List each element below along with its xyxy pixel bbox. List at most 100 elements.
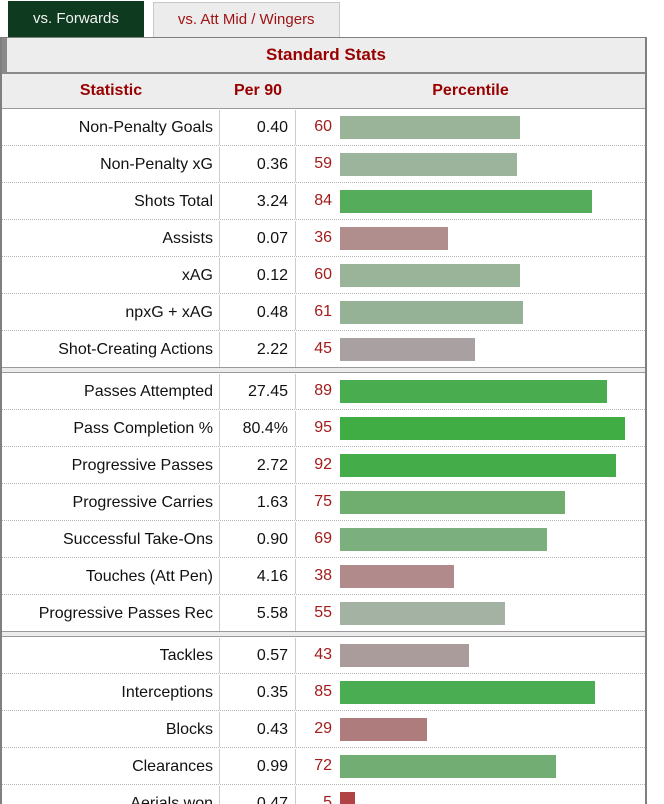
per90-value: 0.47 <box>220 785 296 804</box>
percentile-cell: 38 <box>296 559 645 594</box>
percentile-bar-track <box>340 643 640 667</box>
percentile-value: 5 <box>323 794 332 804</box>
table-row: Non-Penalty xG 0.36 59 <box>2 145 645 182</box>
percentile-cell: 69 <box>296 522 645 557</box>
percentile-bar-track <box>340 300 640 324</box>
percentile-bar-track <box>340 791 640 804</box>
percentile-cell: 84 <box>296 184 645 219</box>
per90-value: 80.4% <box>220 410 296 446</box>
percentile-bar-track <box>340 337 640 361</box>
percentile-value: 36 <box>314 229 332 246</box>
percentile-cell: 72 <box>296 749 645 784</box>
table-row: Assists 0.07 36 <box>2 219 645 256</box>
per90-value: 0.48 <box>220 294 296 330</box>
percentile-cell: 61 <box>296 295 645 330</box>
per90-value: 5.58 <box>220 595 296 631</box>
percentile-bar <box>340 337 475 361</box>
per90-value: 0.40 <box>220 109 296 145</box>
percentile-value: 59 <box>314 155 332 172</box>
percentile-bar <box>340 300 523 324</box>
percentile-value: 38 <box>314 567 332 584</box>
per90-value: 0.43 <box>220 711 296 747</box>
stat-label: Blocks <box>2 711 220 747</box>
percentile-bar <box>340 416 625 440</box>
column-header-per90: Per 90 <box>233 82 283 99</box>
percentile-bar-track <box>340 754 640 778</box>
stat-label: Progressive Passes <box>2 447 220 483</box>
tab-bar: vs. Forwards vs. Att Mid / Wingers <box>0 0 664 37</box>
percentile-cell: 59 <box>296 147 645 182</box>
percentile-bar <box>340 680 595 704</box>
percentile-cell: 75 <box>296 485 645 520</box>
percentile-bar <box>340 189 592 213</box>
stat-label: Shot-Creating Actions <box>2 331 220 367</box>
percentile-bar-track <box>340 416 640 440</box>
stat-label: Progressive Passes Rec <box>2 595 220 631</box>
per90-value: 2.22 <box>220 331 296 367</box>
stat-label: Aerials won <box>2 785 220 804</box>
stat-label: Non-Penalty Goals <box>2 109 220 145</box>
percentile-bar <box>340 226 448 250</box>
percentile-cell: 36 <box>296 221 645 256</box>
percentile-bar <box>340 754 556 778</box>
percentile-bar <box>340 791 355 804</box>
standard-stats-table: Standard Stats Statistic Per 90 Percenti… <box>0 37 647 804</box>
stat-label: Tackles <box>2 637 220 673</box>
percentile-value: 92 <box>314 456 332 473</box>
table-row: Progressive Passes Rec 5.58 55 <box>2 594 645 631</box>
percentile-value: 95 <box>314 419 332 436</box>
percentile-bar-track <box>340 564 640 588</box>
percentile-cell: 60 <box>296 258 645 293</box>
tab-vs-att-mid-wingers[interactable]: vs. Att Mid / Wingers <box>152 2 340 37</box>
percentile-value: 72 <box>314 757 332 774</box>
tab-vs-forwards[interactable]: vs. Forwards <box>8 1 144 37</box>
percentile-value: 85 <box>314 683 332 700</box>
percentile-bar <box>340 263 520 287</box>
stats-body: Non-Penalty Goals 0.40 60 Non-Penalty xG 0.3… <box>2 109 645 804</box>
stat-label: npxG + xAG <box>2 294 220 330</box>
percentile-bar-track <box>340 379 640 403</box>
stat-label: Assists <box>2 220 220 256</box>
column-header-percentile: Percentile <box>432 82 509 99</box>
table-row: xAG 0.12 60 <box>2 256 645 293</box>
percentile-bar-track <box>340 490 640 514</box>
stat-label: Shots Total <box>2 183 220 219</box>
column-header-statistic: Statistic <box>79 82 143 99</box>
percentile-value: 55 <box>314 604 332 621</box>
percentile-bar <box>340 453 616 477</box>
table-row: Interceptions 0.35 85 <box>2 673 645 710</box>
stat-label: Progressive Carries <box>2 484 220 520</box>
percentile-bar <box>340 717 427 741</box>
per90-value: 1.63 <box>220 484 296 520</box>
percentile-bar-track <box>340 680 640 704</box>
percentile-cell: 29 <box>296 712 645 747</box>
stat-label: Successful Take-Ons <box>2 521 220 557</box>
per90-value: 0.90 <box>220 521 296 557</box>
percentile-bar-track <box>340 717 640 741</box>
percentile-value: 84 <box>314 192 332 209</box>
per90-value: 3.24 <box>220 183 296 219</box>
per90-value: 0.35 <box>220 674 296 710</box>
per90-value: 2.72 <box>220 447 296 483</box>
percentile-value: 61 <box>314 303 332 320</box>
per90-value: 0.36 <box>220 146 296 182</box>
per90-value: 4.16 <box>220 558 296 594</box>
table-row: Blocks 0.43 29 <box>2 710 645 747</box>
per90-value: 0.07 <box>220 220 296 256</box>
percentile-value: 45 <box>314 340 332 357</box>
table-row: npxG + xAG 0.48 61 <box>2 293 645 330</box>
percentile-value: 60 <box>314 118 332 135</box>
percentile-bar-track <box>340 226 640 250</box>
percentile-bar-track <box>340 189 640 213</box>
percentile-bar <box>340 643 469 667</box>
percentile-bar-track <box>340 115 640 139</box>
table-row: Tackles 0.57 43 <box>2 637 645 673</box>
percentile-cell: 45 <box>296 332 645 367</box>
table-row: Shots Total 3.24 84 <box>2 182 645 219</box>
percentile-bar-track <box>340 601 640 625</box>
percentile-bar-track <box>340 263 640 287</box>
percentile-bar-track <box>340 527 640 551</box>
percentile-cell: 85 <box>296 675 645 710</box>
table-row: Touches (Att Pen) 4.16 38 <box>2 557 645 594</box>
